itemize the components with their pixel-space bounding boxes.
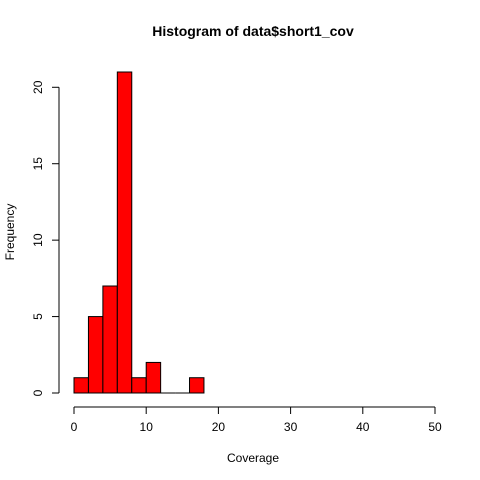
y-axis-label: Frequency xyxy=(3,204,17,261)
histogram-bar-8 xyxy=(189,377,205,394)
x-tick-label-0: 0 xyxy=(71,420,78,434)
x-tick-label-1: 10 xyxy=(140,420,154,434)
x-tick-label-4: 40 xyxy=(356,420,370,434)
y-tick-label-4: 20 xyxy=(31,80,45,94)
x-axis-label: Coverage xyxy=(227,451,279,465)
bars-group xyxy=(73,71,205,394)
histogram-bar-2 xyxy=(102,285,118,394)
x-tick-label-3: 30 xyxy=(284,420,298,434)
y-tick-label-0: 0 xyxy=(31,389,45,396)
x-axis: 0 10 20 30 40 50 xyxy=(71,406,442,434)
y-tick-label-1: 5 xyxy=(31,313,45,320)
histogram-bar-4 xyxy=(131,377,147,394)
chart-title: Histogram of data$short1_cov xyxy=(152,23,354,39)
y-tick-label-3: 15 xyxy=(31,157,45,171)
histogram-bar-0 xyxy=(73,377,89,394)
x-tick-label-2: 20 xyxy=(212,420,226,434)
x-tick-label-5: 50 xyxy=(428,420,442,434)
y-tick-label-2: 10 xyxy=(31,233,45,247)
histogram-bar-3 xyxy=(116,71,133,394)
histogram-bar-1 xyxy=(87,316,104,394)
y-axis: 0 5 10 15 20 xyxy=(31,80,60,396)
histogram-bar-5 xyxy=(145,361,162,394)
